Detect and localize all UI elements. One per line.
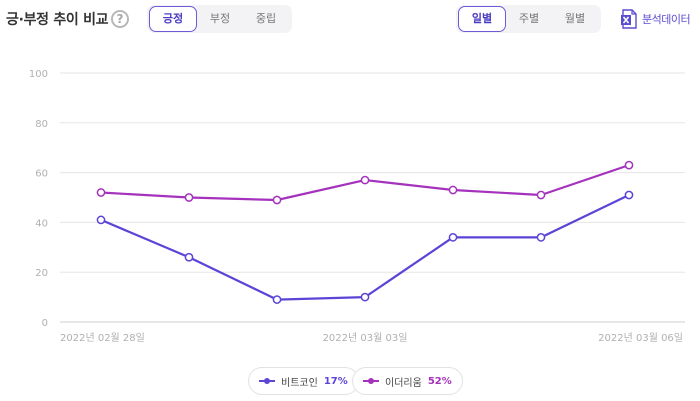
series-line [100,194,630,301]
data-point [448,232,458,242]
data-point [96,215,106,225]
tab-monthly[interactable]: 월별 [564,12,586,25]
data-point [96,188,106,197]
data-point [624,190,634,200]
tab-neutral[interactable]: 중립 [255,12,277,25]
data-point [272,295,282,304]
data-point [184,252,194,262]
data-point [184,193,194,202]
line-chart: 0 20 40 60 80 100 2022년 02월 28일 2022년 03월 03일 2… [29,69,685,344]
y-tick-label: 60 [35,169,48,180]
y-tick-label: 20 [35,268,48,279]
y-tick-label: 0 [42,318,48,329]
legend-name: 비트코인 [281,377,318,389]
sentiment-tab-group: 긍정 부정 중립 [147,5,292,33]
data-point [536,232,546,242]
x-tick-label: 2022년 03월 03일 [323,332,408,344]
legend-name: 이더리움 [385,377,422,389]
x-tick-label: 2022년 03월 06일 [598,332,683,344]
tab-positive[interactable]: 긍정 [149,6,197,32]
legend-item-ethereum[interactable]: 이더리움 52% [352,367,463,395]
data-point [360,292,370,302]
tab-daily[interactable]: 일별 [458,6,506,32]
x-tick-label: 2022년 02월 28일 [60,332,145,344]
data-point [536,190,546,200]
data-point [624,160,634,170]
legend-item-bitcoin[interactable]: 비트코인 17% [248,367,359,395]
data-point [448,185,458,195]
y-tick-label: 80 [35,119,48,130]
tab-weekly[interactable]: 주별 [518,12,540,25]
legend-share: 17% [323,375,348,387]
legend-swatch-bitcoin [259,378,275,384]
help-icon[interactable]: ? [111,10,129,28]
chart-title: 긍·부정 추이 비교 [6,12,109,28]
legend-swatch-ethereum [363,378,379,384]
export-data-button[interactable]: 분석데이터 [620,9,691,29]
data-point [272,195,282,205]
tab-negative[interactable]: 부정 [209,12,231,25]
export-label: 분석데이터 [642,13,691,26]
y-tick-label: 100 [29,69,48,80]
excel-icon [621,9,637,29]
period-tab-group: 일별 주별 월별 [456,5,601,33]
legend-share: 52% [427,375,452,387]
data-point [360,175,370,185]
y-tick-label: 40 [35,218,48,229]
